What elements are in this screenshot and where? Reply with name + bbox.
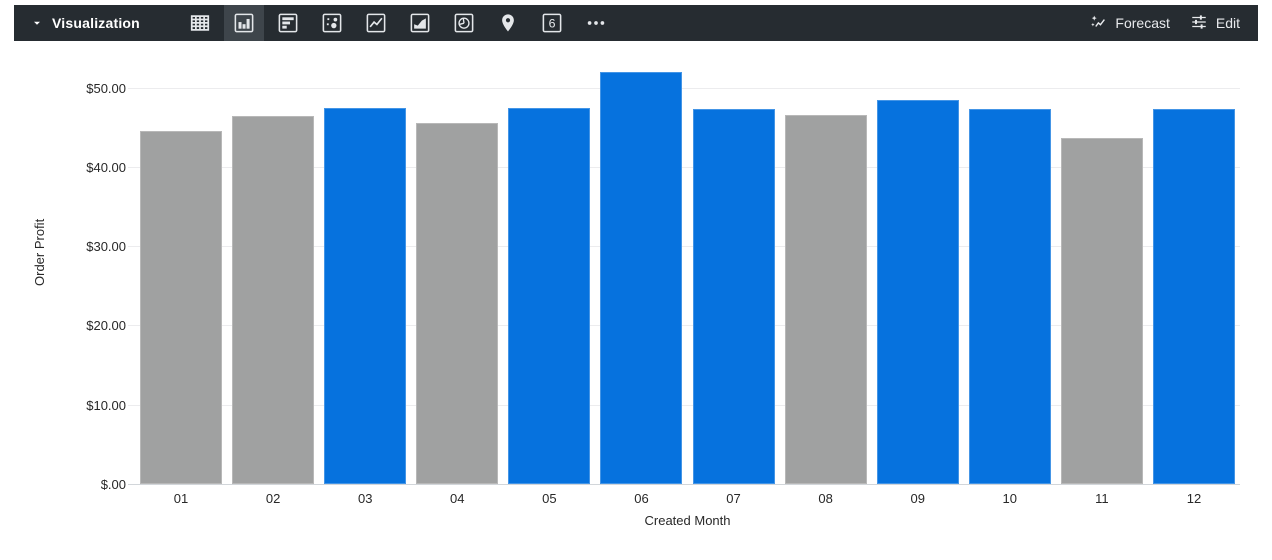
x-tick-label: 08 [818, 491, 833, 506]
bar-11[interactable] [1060, 138, 1143, 484]
gridline [128, 246, 1240, 248]
gridline [128, 166, 1240, 168]
column-chart-icon [233, 12, 255, 34]
x-tick-label: 05 [542, 491, 557, 506]
bar-06[interactable] [600, 71, 683, 484]
gridline [128, 325, 1240, 327]
bar-07[interactable] [692, 109, 775, 484]
bar-01[interactable] [140, 131, 223, 484]
y-tick-label: $30.00 [86, 239, 126, 255]
viz-type-line-chart-button[interactable] [356, 5, 396, 41]
edit-label: Edit [1215, 15, 1240, 31]
line-chart-icon [365, 12, 387, 34]
edit-button[interactable]: Edit [1180, 5, 1250, 41]
pie-chart-icon [453, 12, 475, 34]
x-axis-tick-labels: 01 02 03 04 05 06 07 08 09 10 11 12 [135, 491, 1240, 509]
bar-10[interactable] [968, 109, 1051, 484]
y-tick-label: $20.00 [86, 318, 126, 334]
x-tick-label: 06 [634, 491, 649, 506]
chevron-down-icon [31, 17, 43, 29]
bar-09[interactable] [876, 99, 959, 484]
x-tick-label: 02 [265, 491, 281, 506]
bar-02[interactable] [232, 116, 315, 484]
x-tick-label: 01 [173, 491, 189, 506]
bar-chart-panel: Order Profit $50.00 $40.00 $30.00 $20.00 $10… [0, 41, 1272, 560]
viz-type-single-value-button[interactable]: 6 [532, 5, 572, 41]
forecast-button[interactable]: Forecast [1079, 5, 1179, 41]
x-tick-label: 11 [1095, 491, 1109, 506]
x-axis-title: Created Month [644, 513, 731, 528]
y-tick-label: $10.00 [86, 397, 126, 413]
map-icon [497, 12, 519, 34]
scatter-chart-icon [321, 12, 343, 34]
more-options-icon [585, 12, 607, 34]
y-axis-tick-labels: $50.00 $40.00 $30.00 $20.00 $10.00 $.00 [0, 60, 126, 492]
forecast-label: Forecast [1115, 15, 1170, 31]
y-tick-label: $.00 [100, 477, 126, 492]
viz-type-bar-chart-button[interactable] [268, 5, 308, 41]
y-tick-label: $40.00 [86, 159, 126, 175]
viz-type-area-chart-button[interactable] [400, 5, 440, 41]
viz-type-more-options-button[interactable] [576, 5, 616, 41]
bar-12[interactable] [1152, 109, 1235, 484]
bar-chart-icon [277, 12, 299, 34]
viz-type-pie-chart-button[interactable] [444, 5, 484, 41]
y-tick-label: $50.00 [86, 80, 126, 96]
svg-text:6: 6 [548, 16, 555, 30]
single-value-icon: 6 [541, 12, 563, 34]
bar-08[interactable] [784, 114, 867, 484]
x-tick-label: 12 [1186, 491, 1202, 506]
x-tick-label: 04 [450, 491, 465, 506]
plot-area [128, 60, 1240, 485]
bar-04[interactable] [416, 122, 499, 484]
forecast-sparkle-icon [1089, 13, 1107, 34]
x-tick-label: 07 [726, 491, 741, 506]
viz-type-icon-row: 6 [178, 5, 618, 41]
visualization-collapse-toggle[interactable]: Visualization [14, 5, 154, 41]
bar-05[interactable] [508, 107, 591, 484]
visualization-title: Visualization [52, 15, 140, 31]
x-tick-label: 10 [1002, 491, 1018, 506]
x-tick-label: 09 [910, 491, 925, 506]
gridline [128, 87, 1240, 89]
viz-type-column-chart-button[interactable] [223, 5, 264, 41]
x-axis-line [128, 484, 1240, 485]
viz-type-table-button[interactable] [180, 5, 220, 41]
sliders-icon [1190, 13, 1208, 34]
viz-type-scatter-chart-button[interactable] [312, 5, 352, 41]
x-tick-label: 03 [357, 491, 373, 506]
bar-03[interactable] [324, 107, 407, 484]
viz-type-map-button[interactable] [488, 5, 528, 41]
table-icon [189, 12, 211, 34]
visualization-toolbar: Visualization 6 Forecast Edit [14, 5, 1258, 41]
gridline [128, 404, 1240, 406]
area-chart-icon [409, 12, 431, 34]
